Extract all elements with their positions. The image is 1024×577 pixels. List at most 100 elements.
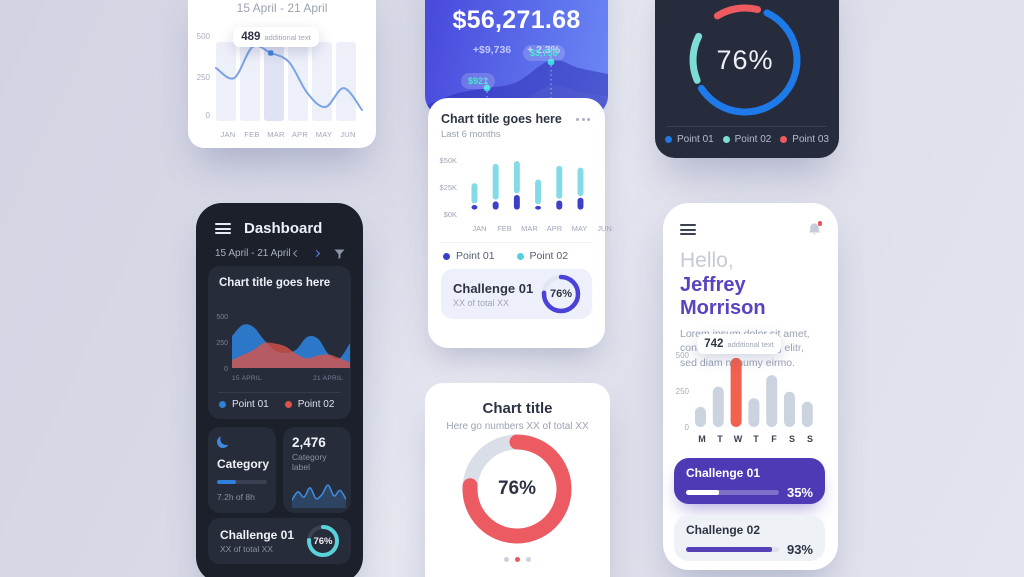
ring-svg	[541, 274, 581, 314]
y-axis: $50K $25K $0K	[439, 150, 463, 220]
date-range-bar: 15 April - 21 April	[196, 237, 363, 259]
day-label: M	[698, 434, 706, 444]
challenge-title: Challenge 01	[220, 528, 295, 542]
balance-delta: +$9,736 + 2.3%	[425, 44, 608, 56]
y-tick: 250	[675, 387, 689, 396]
ring-svg	[307, 525, 339, 557]
hello-phone: Hello, Jeffrey Morrison Lorem ipsum dolo…	[663, 203, 838, 570]
panel-subtitle: Last 6 months	[441, 129, 501, 140]
challenge-title: Challenge 01	[686, 466, 761, 480]
stacked-bar-chart: $50K $25K $0K	[439, 150, 592, 220]
x-label: 15 APRIL	[232, 375, 262, 382]
weekday-bar-chart	[695, 357, 813, 427]
hamburger-menu-icon[interactable]	[680, 224, 696, 235]
legend: Point 01 Point 02 Point 03	[665, 134, 829, 145]
legend-item: Point 02	[516, 250, 569, 262]
month-axis: JAN FEB MAR APR MAY JUN	[216, 130, 366, 139]
bell-icon[interactable]	[807, 221, 822, 237]
divider	[441, 242, 592, 243]
hamburger-menu-icon[interactable]	[215, 223, 231, 234]
month-label: APR	[291, 130, 309, 139]
challenge-card[interactable]: Challenge 01 XX of total XX 76%	[208, 518, 351, 564]
challenge-percent: 35%	[786, 485, 813, 500]
pagination-dot-active[interactable]	[515, 557, 520, 562]
legend-label: Point 01	[232, 399, 269, 410]
month-label: JAN	[220, 130, 236, 139]
tooltip-value: 489	[241, 31, 261, 43]
month-label: MAR	[267, 130, 285, 139]
category-title: Category	[217, 457, 270, 471]
progress-track	[686, 547, 779, 552]
challenge-percent: 93%	[786, 542, 813, 557]
category-card[interactable]: Category 7.2h of 8h	[208, 427, 276, 513]
date-range-title: 15 April - 21 April	[236, 1, 328, 15]
legend-item: Point 01	[443, 250, 495, 262]
month-label: FEB	[244, 130, 260, 139]
challenge-card[interactable]: Challenge 01 XX of total XX 76%	[441, 269, 592, 319]
sparkline-chart	[291, 484, 347, 508]
area-chart-card: Chart title goes here 500 250 0 15 APRIL…	[208, 266, 351, 419]
challenge-title: Challenge 01	[453, 280, 534, 296]
chart-tooltip: 489 additional text	[233, 27, 319, 47]
progress-ring: 76%	[540, 273, 582, 315]
pagination-dot[interactable]	[504, 557, 509, 562]
chevron-right-icon[interactable]	[312, 249, 321, 258]
chevron-left-icon[interactable]	[292, 249, 301, 258]
stat-card[interactable]: 2,476 Category label	[283, 427, 351, 513]
donut-center-value: 76%	[716, 44, 774, 75]
moon-icon	[216, 435, 231, 450]
legend-dot	[722, 136, 730, 143]
day-label: W	[733, 434, 743, 444]
legend-label: Point 02	[529, 250, 569, 262]
legend-item: Point 02	[722, 134, 771, 145]
legend-label: Point 01	[677, 134, 714, 145]
stacked-bars-svg	[471, 161, 584, 210]
greeting: Hello,	[680, 249, 734, 272]
y-tick: $25K	[439, 183, 458, 192]
month-label: APR	[546, 224, 563, 233]
delta-percent: + 2.3%	[527, 44, 561, 56]
month-label: MAR	[521, 224, 538, 233]
legend-dot	[443, 252, 450, 260]
y-tick: 0	[205, 111, 210, 120]
challenge-card[interactable]: Challenge 02 93%	[674, 515, 825, 561]
donut-center-value: 76%	[497, 478, 537, 499]
challenge-subtitle: XX of total XX	[453, 297, 510, 308]
y-tick: 250	[216, 340, 228, 347]
chart-tooltip: 742 additional text	[697, 334, 781, 354]
month-label: JUN	[597, 224, 612, 233]
pagination-dot[interactable]	[526, 557, 531, 562]
legend: Point 01 Point 02	[441, 243, 592, 262]
legend-label: Point 01	[456, 250, 495, 262]
value-badge: $921	[461, 73, 496, 89]
month-label: JAN	[472, 224, 487, 233]
ring-percent: 76%	[549, 288, 573, 300]
notification-dot	[817, 221, 822, 226]
pagination-dots	[425, 557, 610, 562]
y-tick: 500	[196, 32, 210, 41]
month-label: FEB	[497, 224, 512, 233]
challenge-card[interactable]: Challenge 01 35%	[674, 458, 825, 504]
legend-dot	[665, 136, 672, 143]
donut-chart-card-dark: 76% Point 01 Point 02 Point 03	[655, 0, 839, 158]
filter-icon[interactable]	[334, 249, 345, 259]
y-tick: 500	[675, 351, 689, 360]
y-tick: 0	[684, 423, 689, 432]
page-title: Dashboard	[244, 220, 323, 237]
ring-percent: 76%	[313, 535, 333, 547]
y-tick: $0K	[443, 210, 458, 219]
stat-value: 2,476	[292, 435, 326, 450]
delta-amount: +$9,736	[472, 44, 512, 56]
more-menu-icon[interactable]	[574, 114, 592, 125]
area-chart	[232, 324, 350, 368]
balance-card: $56,271.68 +$9,736 + 2.3% $921 $3,736 Ch…	[425, 0, 612, 348]
progress-fill	[217, 480, 236, 484]
day-label: S	[788, 434, 795, 444]
category-footnote: 7.2h of 8h	[217, 492, 255, 502]
tooltip-label: additional text	[264, 32, 311, 42]
y-tick: 0	[224, 366, 228, 373]
panel-title: Chart title goes here	[441, 112, 562, 126]
y-tick: 500	[216, 314, 228, 321]
day-label: F	[771, 434, 777, 444]
y-tick: 250	[196, 73, 210, 82]
